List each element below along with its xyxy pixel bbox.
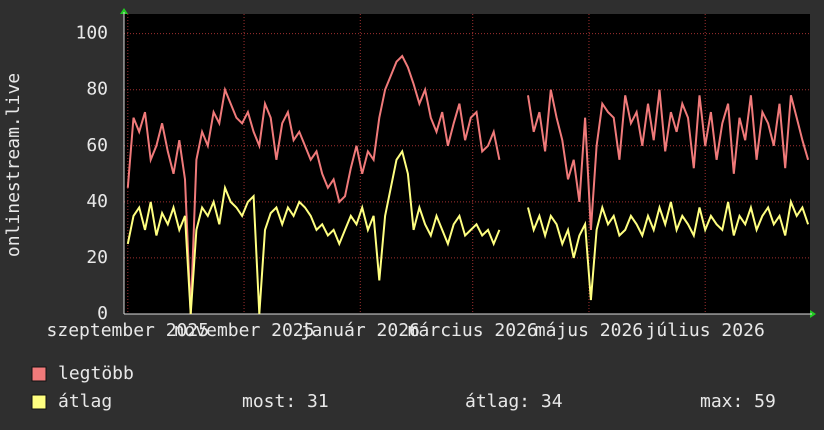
legend-swatch bbox=[31, 366, 47, 382]
y-tick-label: 80 bbox=[86, 79, 108, 100]
x-tick-label: július 2026 bbox=[646, 320, 765, 341]
x-tick-label: május 2026 bbox=[535, 320, 643, 341]
legend-label: legtöbb bbox=[58, 363, 134, 384]
axis-arrow bbox=[810, 310, 816, 318]
legend-swatch bbox=[31, 394, 47, 410]
stat-avg: átlag: 34 bbox=[465, 391, 563, 412]
x-tick-label: november 2025 bbox=[174, 320, 315, 341]
stat-max: max: 59 bbox=[700, 391, 776, 412]
x-tick-label: szeptember 2025 bbox=[47, 320, 210, 341]
y-tick-label: 60 bbox=[86, 135, 108, 156]
x-tick-label: március 2026 bbox=[408, 320, 538, 341]
y-tick-label: 100 bbox=[75, 23, 108, 44]
stat-now: most: 31 bbox=[242, 391, 329, 412]
series-line bbox=[126, 148, 810, 315]
y-tick-label: 20 bbox=[86, 247, 108, 268]
plot-area bbox=[124, 14, 810, 314]
legend-label: átlag bbox=[58, 391, 112, 412]
y-tick-label: 40 bbox=[86, 191, 108, 212]
y-axis-label: onlinestream.live bbox=[3, 73, 24, 257]
axis-arrow bbox=[120, 8, 128, 14]
y-tick-label: 0 bbox=[97, 303, 108, 324]
x-tick-label: január 2026 bbox=[301, 320, 420, 341]
